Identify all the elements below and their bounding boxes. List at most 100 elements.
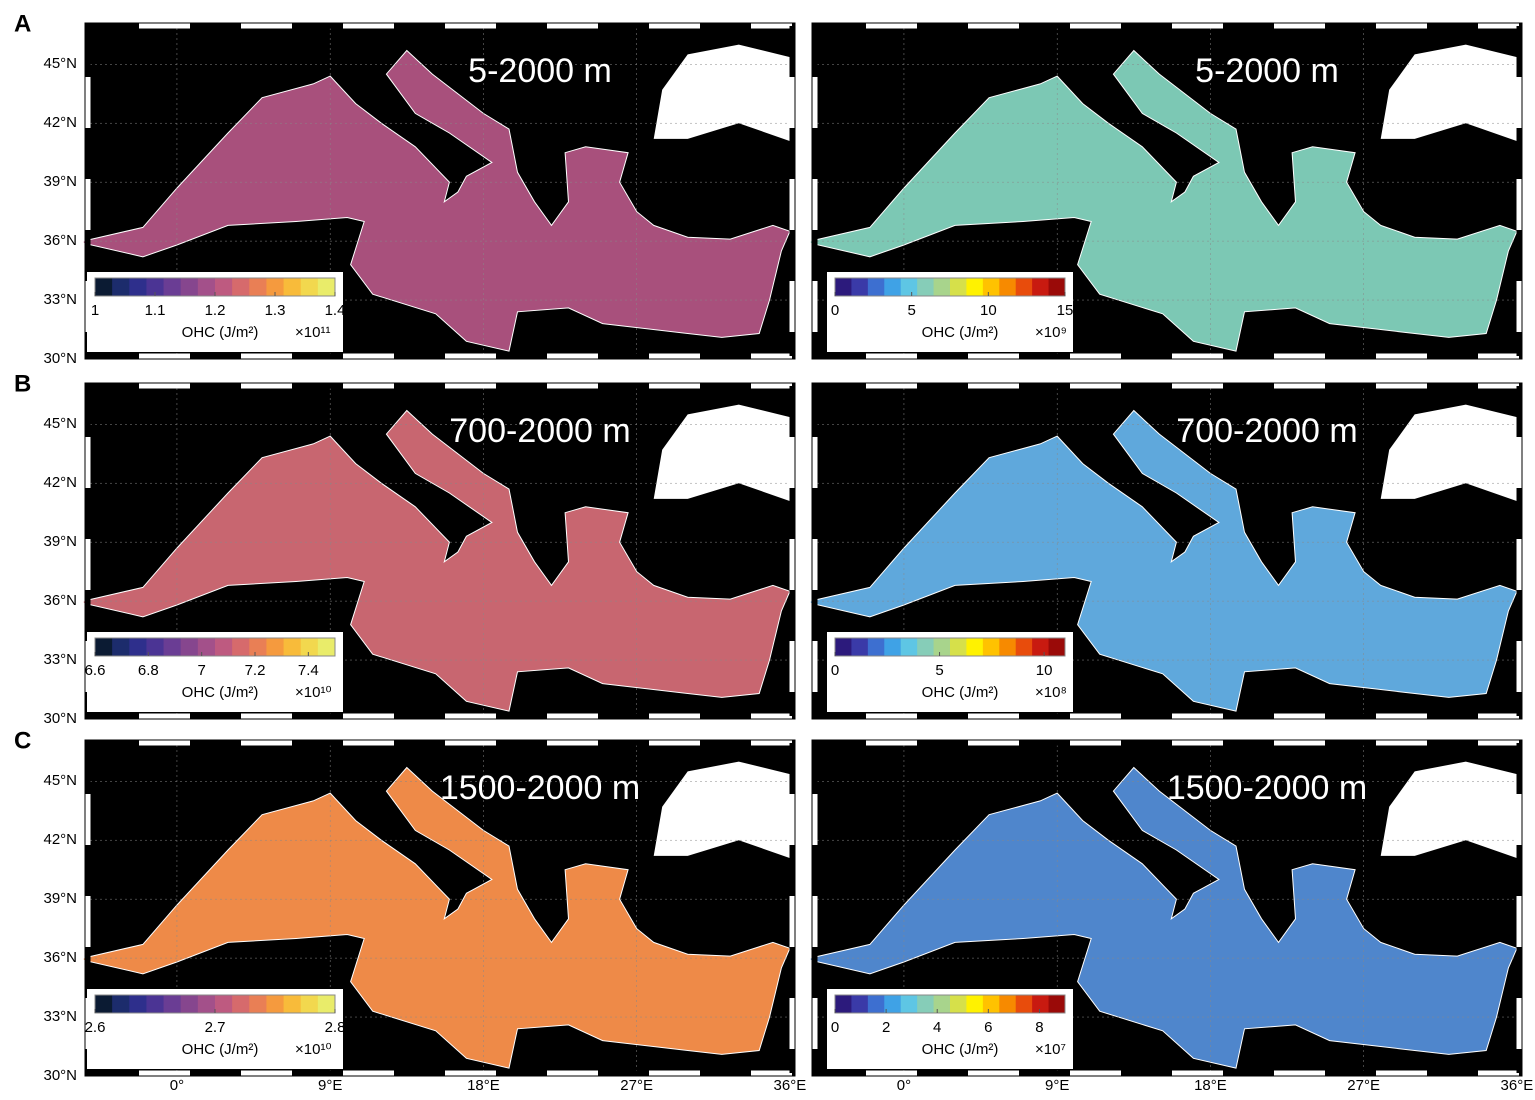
colorbar-cell — [999, 278, 1017, 296]
colorbar-cell — [1015, 638, 1033, 656]
colorbar-tick-label: 1.3 — [265, 302, 286, 319]
colorbar-cell — [999, 638, 1017, 656]
colorbar-cell — [1048, 638, 1066, 656]
colorbar-tick-label: 1.2 — [205, 302, 226, 319]
lat-tick-label: 42°N — [43, 474, 77, 491]
colorbar-cell — [180, 638, 199, 656]
colorbar-tick-label: 15 — [1057, 302, 1074, 319]
map: 5-2000 m 1 1.1 1.2 1.3 1.4 OHC (J/m²) ×10¹¹ — [82, 22, 796, 360]
sea-area — [809, 409, 1518, 712]
colorbar-cell — [129, 278, 147, 296]
colorbar-cell — [215, 995, 233, 1013]
colorbar-border — [834, 637, 1066, 657]
colorbar-cell — [1048, 995, 1066, 1013]
colorbar-cell — [180, 995, 199, 1013]
colorbar-tick-label: 10 — [1036, 662, 1053, 679]
lon-tick-label: 9°E — [1045, 1077, 1069, 1094]
lat-tick-label: 36°N — [43, 232, 77, 249]
colorbar-tick-label: 7 — [197, 662, 205, 679]
colorbar-cell — [933, 638, 951, 656]
colorbar-tick-label: 1.1 — [145, 302, 166, 319]
colorbar-cell — [146, 278, 165, 296]
colorbar-cell — [1032, 638, 1050, 656]
black-sea — [653, 761, 795, 860]
colorbar-tick-label: 6.6 — [85, 662, 106, 679]
lat-tick-label: 45°N — [43, 415, 77, 432]
colorbar-cell — [1048, 278, 1066, 296]
colorbar-tick-label: 0 — [831, 662, 839, 679]
colorbar-cell — [966, 995, 984, 1013]
colorbar-tick-label: 6.8 — [138, 662, 159, 679]
colorbar-cell — [283, 638, 302, 656]
colorbar-cell — [197, 995, 216, 1013]
colorbar-cell — [249, 278, 267, 296]
colorbar-cell — [835, 278, 852, 296]
colorbar-cell — [215, 278, 233, 296]
lat-tick-label: 42°N — [43, 114, 77, 131]
colorbar-cell — [867, 638, 885, 656]
colorbar-cell — [283, 278, 302, 296]
map: 700-2000 m 6.6 6.8 7 7.2 7.4 OHC (J/m²) ×10¹⁰ — [82, 382, 796, 720]
black-sea — [1380, 404, 1522, 503]
colorbar-cell — [232, 278, 250, 296]
black-sea — [653, 404, 795, 503]
colorbar-cell — [249, 995, 267, 1013]
sea-area — [82, 409, 791, 712]
colorbar-cell — [112, 995, 130, 1013]
colorbar-cell — [197, 278, 216, 296]
colorbar-cell — [982, 278, 1000, 296]
lon-tick-label: 36°E — [1501, 1077, 1534, 1094]
colorbar-cell — [982, 638, 1000, 656]
lat-tick-label: 33°N — [43, 1008, 77, 1025]
colorbar-tick-label: 2.7 — [205, 1019, 226, 1036]
frame — [811, 382, 1523, 720]
colorbar-cell — [266, 278, 285, 296]
colorbar-cell — [112, 278, 130, 296]
colorbar-border — [834, 277, 1066, 297]
colorbar-cell — [146, 638, 165, 656]
colorbar-cell — [966, 638, 984, 656]
sea-area — [809, 766, 1518, 1069]
colorbar-cell — [851, 995, 869, 1013]
colorbar-cell — [95, 278, 113, 296]
colorbar-border — [834, 994, 1066, 1014]
colorbar-cell — [300, 638, 319, 656]
colorbar-scale: ×10⁹ — [1035, 324, 1067, 341]
colorbar-scale: ×10⁸ — [1035, 684, 1067, 701]
lon-tick-label: 18°E — [1194, 1077, 1227, 1094]
lat-tick-label: 42°N — [43, 831, 77, 848]
colorbar-cell — [112, 638, 130, 656]
colorbar-tick-label: 1.4 — [325, 302, 346, 319]
colorbar-cell — [129, 995, 147, 1013]
colorbar-label: OHC (J/m²) — [182, 684, 259, 701]
colorbar-cell — [835, 638, 852, 656]
colorbar-cell — [884, 638, 902, 656]
map-title: 700-2000 m — [1176, 412, 1357, 450]
colorbar-cell — [917, 995, 935, 1013]
map: 5-2000 m 0 5 10 15 OHC (J/m²) ×10⁹ — [809, 22, 1523, 360]
colorbar-scale: ×10¹⁰ — [295, 1041, 331, 1058]
map-title: 700-2000 m — [449, 412, 630, 450]
map-title: 5-2000 m — [468, 52, 612, 90]
lat-tick-label: 36°N — [43, 949, 77, 966]
colorbar-cell — [215, 638, 233, 656]
colorbar-border — [94, 637, 336, 657]
colorbar-cell — [95, 995, 113, 1013]
lat-tick-label: 45°N — [43, 55, 77, 72]
colorbar-tick-label: 2.6 — [85, 1019, 106, 1036]
colorbar-cell — [1032, 995, 1050, 1013]
colorbar-cell — [95, 638, 113, 656]
frame — [84, 382, 796, 720]
colorbar-cell — [317, 638, 336, 656]
colorbar-cell — [163, 278, 182, 296]
colorbar-cell — [1032, 278, 1050, 296]
colorbar-cell — [266, 638, 285, 656]
colorbar-tick-label: 8 — [1035, 1019, 1043, 1036]
black-sea — [1380, 761, 1522, 860]
map-title: 1500-2000 m — [1167, 769, 1367, 807]
colorbar-cell — [966, 278, 984, 296]
colorbar-cell — [917, 278, 935, 296]
colorbar-cell — [884, 995, 902, 1013]
colorbar-cell — [982, 995, 1000, 1013]
